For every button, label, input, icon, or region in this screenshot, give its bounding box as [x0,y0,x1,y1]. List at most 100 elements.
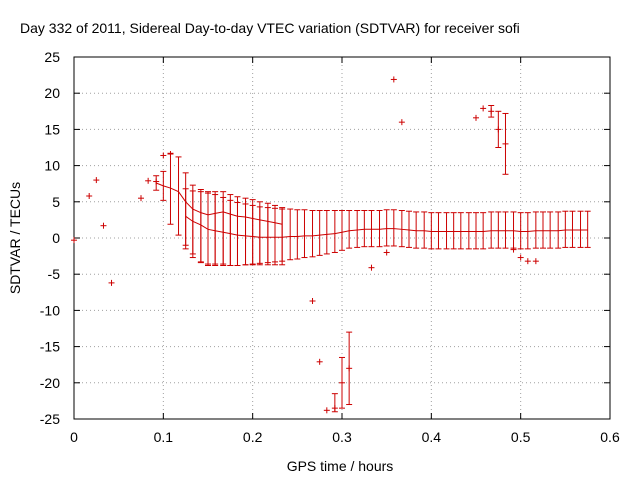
error-bar [175,156,182,236]
error-bar [197,191,204,264]
error-bar [309,209,316,258]
error-bar [457,212,464,250]
data-point [323,407,330,414]
y-tick-labels: -25 -20 -15 -10 -5 0 5 10 15 20 25 [40,49,60,427]
x-tick-label: 0.4 [422,429,442,445]
data-point [398,119,405,126]
y-tick-label: 25 [44,49,60,65]
error-point [495,126,502,133]
data-point [100,222,107,229]
error-bar [547,211,554,249]
error-bar [189,190,196,259]
data-point [383,249,390,256]
error-bar [376,209,383,248]
error-bar [205,192,211,267]
data-point [145,177,152,184]
error-bar [465,212,472,250]
error-bar [502,211,509,249]
error-point [488,108,495,115]
error-point [346,365,353,372]
error-bar [495,211,502,249]
error-bar [220,196,227,267]
data-point [108,279,115,286]
error-bar [443,212,450,250]
error-bar [540,211,546,249]
error-bar [524,212,531,250]
y-tick-label: 0 [52,230,60,246]
error-bar [398,209,405,248]
error-bar [413,211,420,249]
error-bar [242,203,249,266]
x-axis-label: GPS time / hours [287,458,394,474]
chart-title: Day 332 of 2011, Sidereal Day-to-day VTE… [20,20,520,36]
axis-ticks [73,56,611,420]
data-point [160,152,167,159]
error-bar [331,209,338,253]
error-bar [287,208,294,261]
error-bar [264,207,271,264]
data-point [93,177,100,184]
error-point [339,379,345,386]
error-bar [480,212,487,250]
error-bar [421,211,428,249]
error-bar [569,210,576,248]
error-bar [301,209,308,259]
x-tick-label: 0.5 [511,429,531,445]
error-bar [249,204,256,265]
x-tick-label: 0.3 [332,429,352,445]
error-bar [435,212,442,250]
data-point [390,76,397,83]
error-bar [584,210,591,248]
error-bar [532,211,539,249]
y-tick-label: -10 [40,302,60,318]
error-bar [182,188,189,250]
data-point [167,151,174,158]
y-tick-label: -5 [48,266,61,282]
data-point [510,246,517,253]
error-bar [316,209,323,256]
data-point [480,105,487,112]
error-bar [406,210,412,248]
x-tick-labels: 0 0.1 0.2 0.3 0.4 0.5 0.6 [70,429,620,445]
error-bar [354,209,361,248]
data-point [71,237,77,244]
data-point [524,258,531,265]
error-bar [279,208,286,262]
error-bar [510,211,517,249]
x-tick-label: 0.1 [154,429,174,445]
data-point [368,264,375,271]
y-tick-label: 15 [44,121,60,137]
error-point [502,140,509,147]
data-point [517,254,524,261]
y-tick-label: -15 [40,339,60,355]
data-point [153,178,160,185]
error-bar [473,212,479,250]
data-point [473,114,479,121]
error-bar [428,212,435,250]
data-point [309,297,316,304]
x-tick-label: 0.6 [600,429,620,445]
error-bar [562,210,569,248]
x-tick-label: 0 [70,429,78,445]
error-bar [256,206,263,264]
series-lower-mean-with-error-bars [182,188,591,267]
y-tick-label: 5 [52,194,60,210]
data-marks [71,76,591,414]
y-axis-label: SDTVAR / TECUs [7,182,23,294]
data-point [86,193,93,200]
error-bar [272,207,278,263]
error-bar [346,209,353,249]
series-line [155,182,283,225]
error-bar [577,210,584,248]
error-bar [555,211,562,249]
data-point [316,358,323,365]
error-point [331,405,338,412]
error-bar [390,209,397,247]
error-bar [361,209,368,248]
series-mean-with-error-bars [153,152,286,267]
y-tick-label: -20 [40,375,60,391]
data-point [138,195,144,202]
error-bar [294,209,301,260]
error-bar [323,209,330,255]
